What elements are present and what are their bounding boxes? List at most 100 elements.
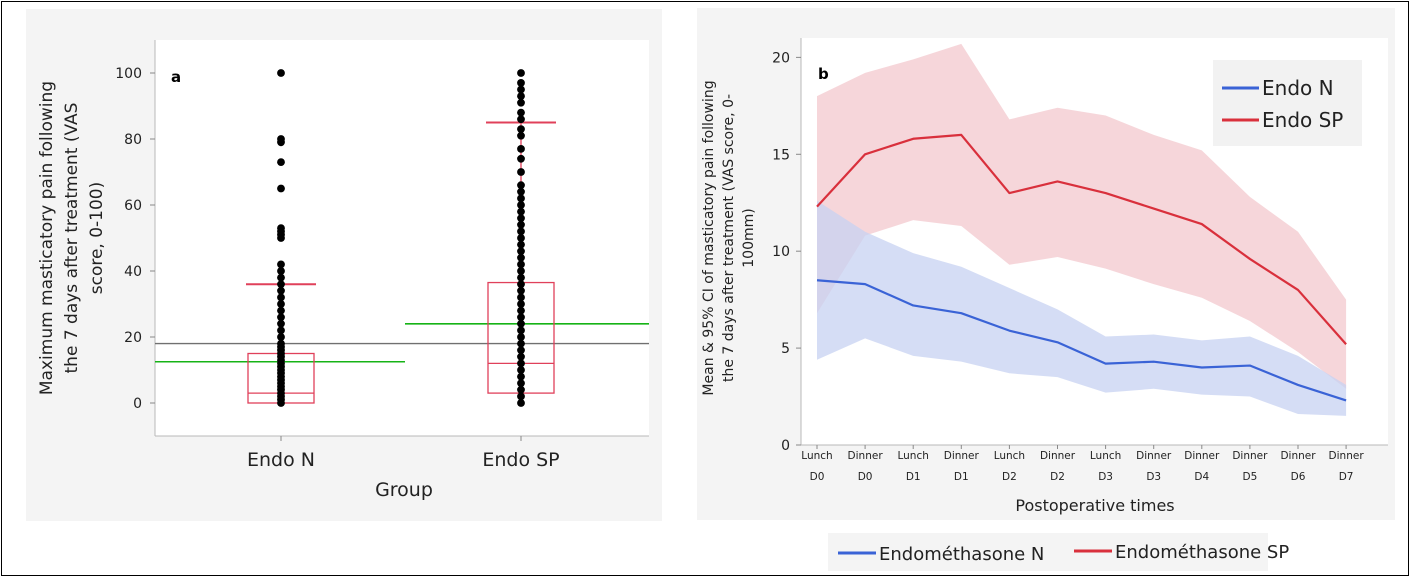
x-tick-label: Dinner: [1329, 450, 1365, 462]
data-point: [277, 267, 285, 275]
data-point: [277, 158, 285, 167]
panel-b-y-ticks: 0 5 10 15 20: [772, 50, 801, 454]
data-point: [517, 286, 525, 295]
panel-b-series-lines: [816, 133, 1347, 402]
x-tick-label: D1: [906, 471, 921, 483]
data-point: [517, 92, 525, 100]
panel-a-y-axis-title: Maximum masticatory pain following the 7…: [37, 81, 107, 395]
panel-b-y-axis-title: Mean & 95% CI of masticatory pain follow…: [701, 80, 757, 395]
data-point: [277, 293, 285, 302]
data-point: [517, 385, 525, 394]
y-tick-label: 100: [115, 66, 142, 82]
data-point: [517, 131, 525, 140]
data-point: [517, 300, 525, 308]
panel-b-y-title-line-2: the 7 days after treatment (VAS score, 0…: [721, 94, 737, 382]
data-point: [517, 273, 525, 282]
panel-a-y-ticks: 0 20 40 60 80 100: [115, 66, 155, 412]
data-point: [517, 194, 525, 203]
bottom-legend-label-endo-sp: Endométhasone SP: [1115, 542, 1289, 563]
y-tick-label: 15: [772, 147, 790, 163]
data-point: [277, 273, 285, 282]
data-point: [517, 69, 525, 77]
data-point: [517, 352, 525, 361]
x-tick-label: D4: [1194, 471, 1209, 483]
panel-b-legend-box: [1213, 60, 1362, 146]
y-tick-label: 60: [124, 198, 142, 214]
data-point: [277, 260, 285, 269]
data-point: [517, 313, 525, 322]
data-point: [517, 306, 525, 315]
y-tick-label: 20: [772, 50, 790, 66]
data-point: [517, 247, 525, 256]
panel-b-label: b: [818, 65, 829, 83]
x-tick-label: D2: [1002, 471, 1017, 483]
data-point: [517, 227, 525, 236]
data-point: [517, 154, 525, 163]
panel-b-ci-bands: [817, 43, 1347, 416]
y-tick-label: 40: [124, 264, 142, 280]
data-point: [517, 98, 525, 107]
data-point: [517, 319, 525, 328]
x-tick-label: D0: [810, 471, 825, 483]
data-point: [517, 145, 525, 153]
x-tick-label: Dinner: [1184, 450, 1220, 462]
data-point: [517, 85, 525, 94]
x-tick-label: Dinner: [1040, 450, 1076, 462]
data-point: [517, 253, 525, 262]
data-point: [277, 319, 285, 328]
x-tick-label: Lunch: [801, 450, 832, 462]
y-tick-label: 10: [772, 244, 790, 260]
data-point: [277, 224, 285, 233]
data-point: [517, 346, 525, 355]
data-point: [277, 306, 285, 315]
series-line-endo-n: [816, 279, 1347, 402]
data-point: [277, 333, 285, 341]
panel-a-y-title-line-1: Maximum masticatory pain following: [37, 81, 57, 395]
panel-b-legend: Endo N Endo SP: [1213, 60, 1362, 146]
legend-label-endo-n: Endo N: [1262, 76, 1334, 100]
panel-a-plot-area: [155, 40, 649, 436]
data-point: [517, 187, 525, 196]
y-tick-label: 80: [124, 132, 142, 148]
panel-a-x-axis-title: Group: [375, 479, 433, 501]
x-tick-label: D1: [954, 471, 969, 483]
data-point: [277, 339, 285, 348]
data-point: [517, 267, 525, 275]
data-point: [517, 293, 525, 302]
data-point: [277, 280, 285, 289]
data-point: [517, 379, 525, 388]
data-point: [517, 125, 525, 133]
data-point: [517, 280, 525, 289]
x-tick-label: D0: [858, 471, 873, 483]
data-point: [517, 399, 525, 407]
panel-a: 0 20 40 60 80 100 Endo N Endo SP a Group Maxim…: [26, 9, 662, 521]
data-point: [277, 313, 285, 322]
data-point: [277, 300, 285, 308]
x-tick-label: Dinner: [1232, 450, 1268, 462]
data-point: [277, 326, 285, 335]
data-point: [517, 220, 525, 229]
y-tick-label: 20: [124, 330, 142, 346]
x-tick-label: Dinner: [848, 450, 884, 462]
data-point: [517, 366, 525, 374]
panel-a-label: a: [171, 68, 181, 86]
legend-label-endo-sp: Endo SP: [1262, 108, 1343, 132]
x-tick-label: Dinner: [1280, 450, 1316, 462]
y-tick-label: 0: [133, 396, 142, 412]
x-tick-label: Lunch: [994, 450, 1025, 462]
data-point: [517, 168, 525, 176]
data-point: [517, 339, 525, 348]
panel-b-x-axis-title: Postoperative times: [1015, 496, 1174, 515]
data-point: [517, 115, 525, 124]
data-point: [517, 260, 525, 269]
x-tick-label: D5: [1243, 471, 1258, 483]
series-line-endo-sp: [816, 133, 1347, 345]
data-point: [517, 234, 525, 242]
panel-a-marks: [155, 69, 649, 407]
panel-a-y-title-line-3: score, 0-100): [87, 182, 107, 295]
panel-b-y-title-line-1: Mean & 95% CI of masticatory pain follow…: [701, 80, 717, 395]
y-tick-label: 0: [781, 438, 790, 454]
data-point: [517, 392, 525, 401]
x-tick-label: Endo SP: [482, 449, 559, 471]
